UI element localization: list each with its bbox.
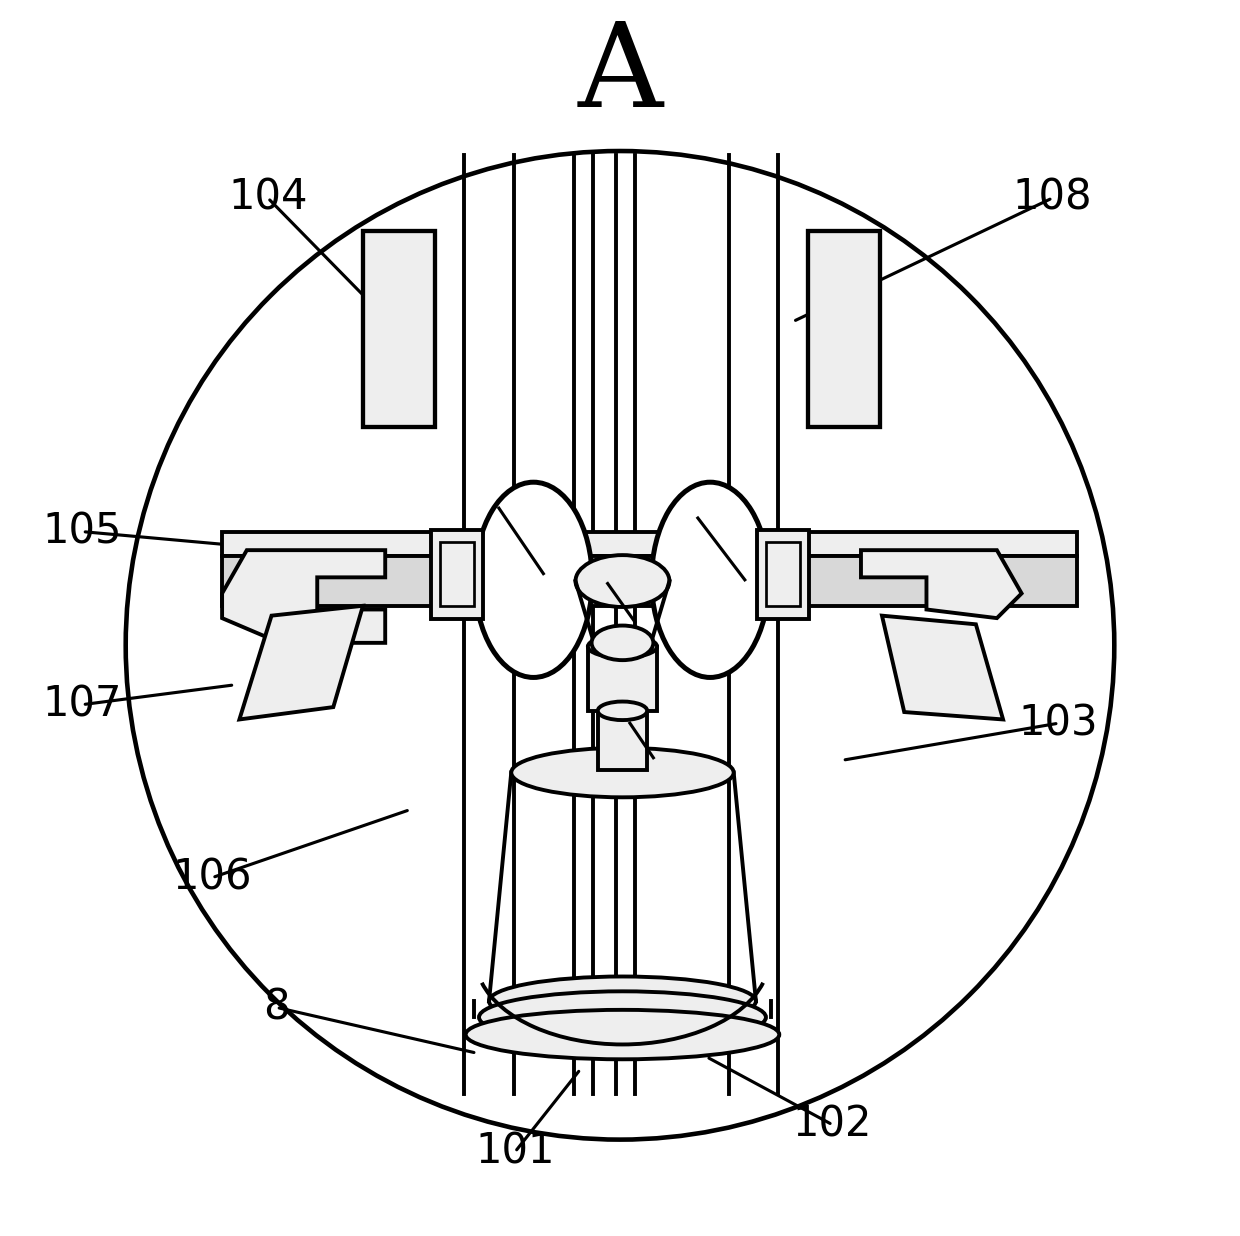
- Polygon shape: [882, 616, 1003, 719]
- Text: 105: 105: [42, 510, 123, 552]
- Text: 104: 104: [228, 177, 308, 219]
- Ellipse shape: [651, 482, 769, 677]
- Bar: [758, 530, 808, 619]
- Text: 107: 107: [42, 684, 122, 726]
- Text: 101: 101: [475, 1131, 554, 1173]
- Polygon shape: [861, 550, 1022, 618]
- Text: 106: 106: [172, 857, 252, 899]
- Bar: [432, 530, 482, 619]
- Bar: [363, 231, 435, 426]
- Ellipse shape: [511, 748, 734, 797]
- Text: 108: 108: [1013, 177, 1092, 219]
- Ellipse shape: [598, 702, 647, 721]
- Polygon shape: [222, 550, 386, 643]
- Bar: [222, 556, 1078, 606]
- Ellipse shape: [588, 635, 657, 658]
- Bar: [222, 531, 1078, 556]
- Bar: [598, 711, 647, 770]
- Text: 8: 8: [263, 986, 290, 1028]
- Text: A: A: [578, 17, 662, 132]
- Ellipse shape: [489, 976, 756, 1026]
- Ellipse shape: [479, 991, 766, 1043]
- Text: 102: 102: [792, 1104, 872, 1146]
- Text: 103: 103: [1019, 702, 1099, 744]
- Bar: [807, 231, 879, 426]
- Ellipse shape: [591, 625, 653, 660]
- Bar: [440, 543, 474, 607]
- Bar: [588, 646, 657, 711]
- Ellipse shape: [475, 482, 593, 677]
- Polygon shape: [239, 606, 363, 719]
- Bar: [766, 543, 800, 607]
- Ellipse shape: [575, 555, 670, 607]
- Ellipse shape: [466, 1010, 779, 1059]
